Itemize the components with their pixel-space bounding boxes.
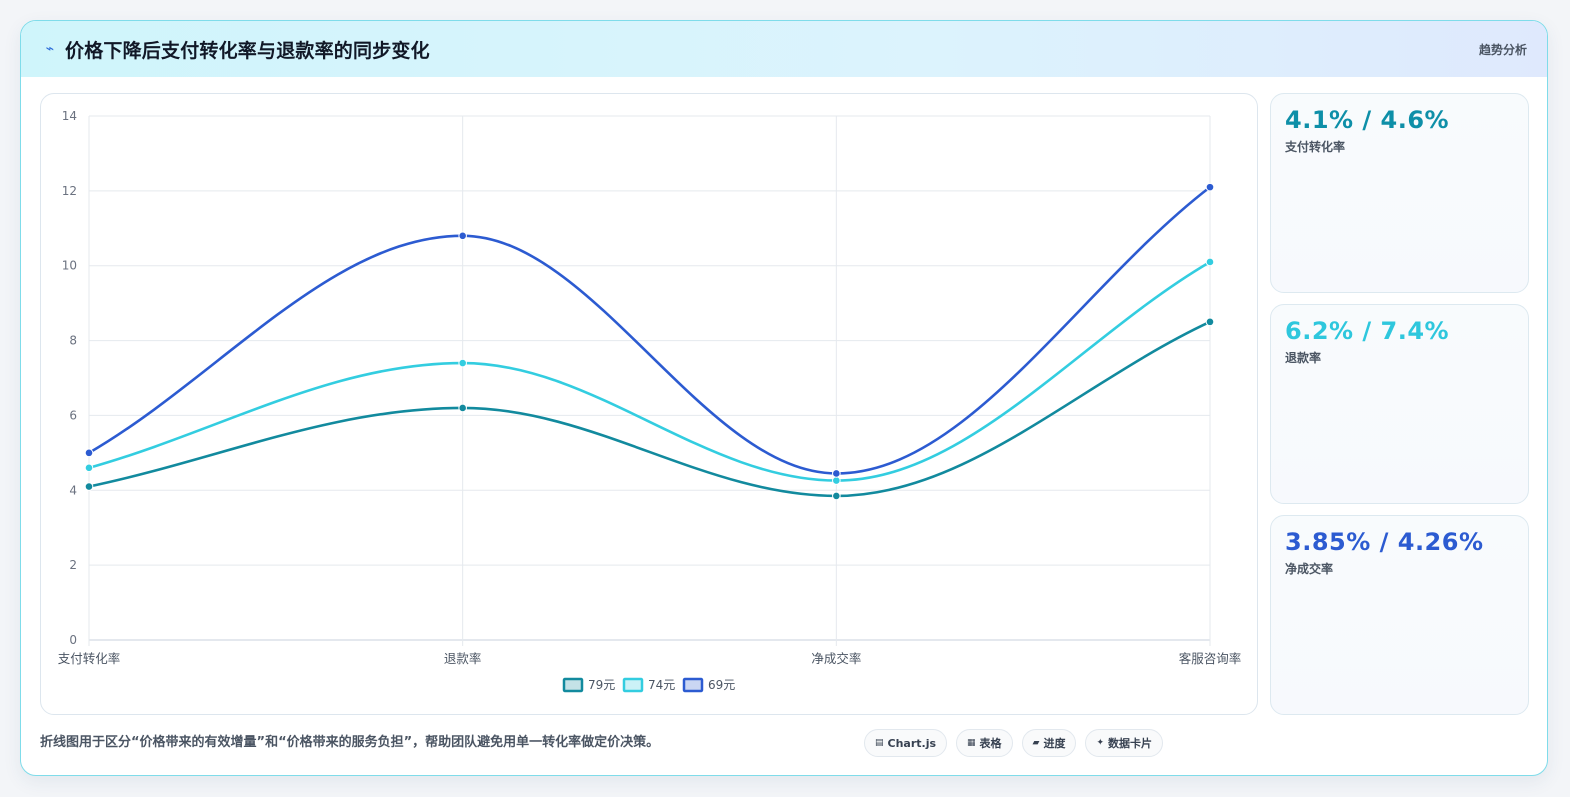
data-point [84,448,94,458]
kpi-label: 净成交率 [1285,562,1334,576]
chart-icon: ▤ [875,738,884,748]
pill-label: 数据卡片 [1108,737,1153,750]
kpi-value: 6.2% / 7.4% [1285,317,1450,345]
data-point [458,403,467,413]
legend-swatch [682,677,704,693]
kpi-value: 4.1% / 4.6% [1285,106,1450,134]
legend-label: 74元 [648,678,675,692]
y-tick-label: 14 [62,109,77,123]
data-point [84,463,94,473]
line-chart-panel: 0 2 4 6 8 10 12 14 支付转化率 退款率 净成交率 客服咨询率 79元 74元 69元 [40,93,1258,715]
pill-table[interactable]: ▦ 表格 [956,729,1013,757]
series-line [88,320,1211,498]
series-line [88,186,1211,475]
line-chart: 0 2 4 6 8 10 12 14 支付转化率 退款率 净成交率 客服咨询率 79元 74元 69元 [58,109,1242,693]
pill-progress[interactable]: ▰ 进度 [1021,729,1077,757]
data-point [1205,182,1215,192]
x-tick-label: 净成交率 [811,651,861,666]
pill-data-card[interactable]: ✦ 数据卡片 [1085,729,1164,757]
legend-swatch [622,677,644,693]
kpi-value: 3.85% / 4.26% [1285,528,1484,556]
feature-pills: ▤ Chart.js ▦ 表格 ▰ 进度 ✦ 数据卡片 [864,729,1164,757]
progress-icon: ▰ [1032,738,1040,748]
data-point [1205,257,1215,267]
trend-analysis-tag: 趋势分析 [1478,42,1527,57]
y-tick-label: 8 [69,334,77,348]
data-point [458,358,467,368]
kpi-label: 退款率 [1285,351,1322,365]
x-tick-label: 支付转化率 [58,651,121,666]
y-tick-label: 12 [62,184,77,198]
card-header: ⌁ 价格下降后支付转化率与退款率的同步变化 趋势分析 [21,21,1547,77]
kpi-card-refund: 6.2% / 7.4% 退款率 [1270,304,1529,504]
pill-chartjs[interactable]: ▤ Chart.js [864,729,948,757]
table-icon: ▦ [967,738,976,748]
data-point [1205,317,1215,327]
footer-note: 折线图用于区分“价格带来的有效增量”和“价格带来的服务负担”，帮助团队避免用单一… [40,735,660,750]
x-tick-label: 退款率 [444,651,482,666]
y-tick-label: 0 [69,633,77,647]
data-point [84,482,94,491]
trend-icon: ⌁ [45,41,55,57]
x-tick-label: 客服咨询率 [1179,651,1242,666]
legend-label: 69元 [708,678,735,692]
data-point [832,476,841,485]
data-point [832,469,841,478]
y-tick-label: 2 [69,558,77,572]
series-line [88,260,1211,482]
y-tick-label: 4 [69,483,77,497]
sparkle-icon: ✦ [1096,738,1105,748]
legend-swatch [562,677,584,693]
kpi-label: 支付转化率 [1285,140,1346,154]
y-tick-label: 6 [69,408,77,422]
kpi-card-net: 3.85% / 4.26% 净成交率 [1270,515,1529,715]
chart-card: ⌁ 价格下降后支付转化率与退款率的同步变化 趋势分析 0 2 4 6 8 10 12 14 支付… [20,20,1548,776]
chart-title: 价格下降后支付转化率与退款率的同步变化 [65,39,430,62]
pill-label: 表格 [979,737,1002,750]
kpi-card-conversion: 4.1% / 4.6% 支付转化率 [1270,93,1529,293]
data-point [832,491,841,501]
pill-label: 进度 [1043,737,1066,750]
data-point [458,231,467,241]
pill-label: Chart.js [887,736,937,750]
legend-label: 79元 [588,678,615,692]
y-tick-label: 10 [62,259,77,273]
